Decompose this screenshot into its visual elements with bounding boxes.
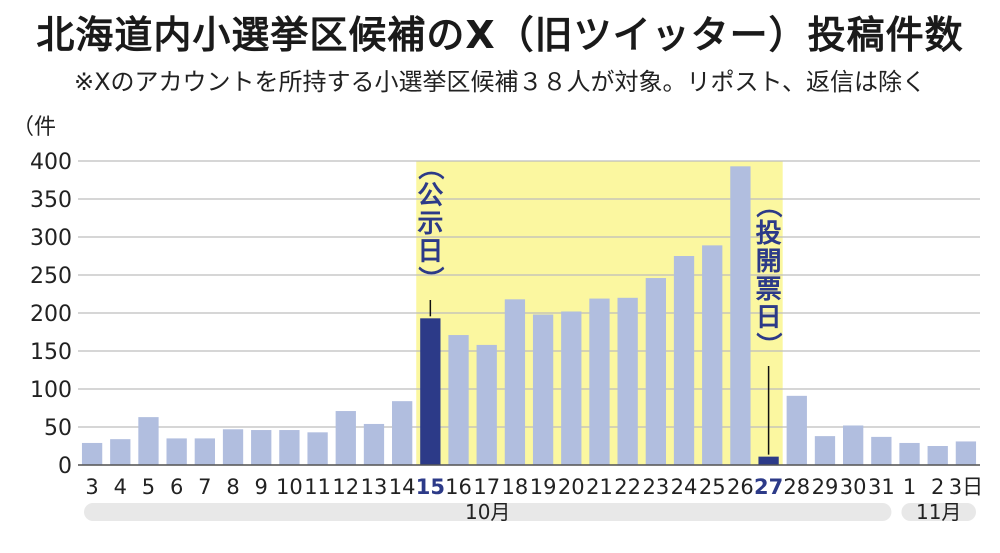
annotation-char: 投 <box>756 219 782 249</box>
x-tick-label: 3日 <box>949 475 983 499</box>
annotation-char: 示 <box>417 209 443 239</box>
annotation-char: ） <box>753 332 783 358</box>
y-tick-label: 300 <box>30 226 72 251</box>
x-tick-label: 31 <box>868 475 895 499</box>
x-tick-label: 4 <box>114 475 127 499</box>
bar <box>448 335 469 465</box>
bar <box>617 297 638 465</box>
x-tick-label: 3 <box>85 475 98 499</box>
annotation-char: 開 <box>756 247 782 277</box>
x-tick-label: 1 <box>903 475 916 499</box>
highlight-bar <box>758 456 779 465</box>
x-tick-label: 11 <box>304 475 331 499</box>
y-tick-label: 350 <box>30 188 72 213</box>
x-tick-label: 17 <box>473 475 500 499</box>
x-tick-label: 22 <box>614 475 641 499</box>
bar <box>476 344 497 465</box>
x-tick-label: 23 <box>642 475 669 499</box>
x-tick-label: 30 <box>840 475 867 499</box>
x-tick-label: 6 <box>170 475 183 499</box>
bar <box>927 446 948 465</box>
month-label: 11月 <box>916 500 961 524</box>
x-tick-label: 9 <box>255 475 268 499</box>
bar <box>532 314 554 465</box>
bar <box>81 442 103 465</box>
y-axis-label: （件 <box>12 115 56 140</box>
y-tick-label: 0 <box>58 454 72 479</box>
bar <box>814 436 836 465</box>
bar <box>843 425 864 465</box>
bar <box>871 436 892 465</box>
annotation-char: ） <box>414 266 444 292</box>
bar <box>899 442 920 465</box>
bar <box>335 411 356 465</box>
x-tick-label: 29 <box>812 475 839 499</box>
y-tick-label: 250 <box>30 264 72 289</box>
x-tick-label: 26 <box>727 475 754 499</box>
annotation-char: 日 <box>756 303 782 333</box>
annotation-char: （ <box>414 154 444 180</box>
bar <box>702 245 723 465</box>
month-label: 10月 <box>465 500 510 524</box>
bar <box>504 299 526 465</box>
annotation-label: （公示日） <box>414 154 444 292</box>
x-tick-label: 24 <box>671 475 698 499</box>
x-tick-label: 14 <box>389 475 416 499</box>
highlight-bar <box>420 318 441 465</box>
x-tick-label: 18 <box>502 475 529 499</box>
bar <box>589 298 610 465</box>
bar <box>392 401 413 465</box>
x-tick-label: 25 <box>699 475 726 499</box>
bar <box>138 417 159 465</box>
annotation-char: （ <box>753 192 783 218</box>
bar <box>166 438 187 465</box>
y-tick-label: 150 <box>30 340 72 365</box>
x-tick-label: 27 <box>754 475 783 499</box>
chart-subtitle: ※Xのアカウントを所持する小選挙区候補３８人が対象。リポスト、返信は除く <box>73 68 927 96</box>
y-tick-label: 100 <box>30 378 72 403</box>
month-band <box>901 503 976 521</box>
x-tick-label: 15 <box>416 475 445 499</box>
bar <box>251 430 272 465</box>
bar <box>730 166 751 465</box>
x-tick-label: 7 <box>198 475 211 499</box>
month-band <box>84 503 892 521</box>
x-tick-label: 8 <box>226 475 239 499</box>
x-tick-label: 2 <box>931 475 944 499</box>
bar <box>110 439 131 465</box>
x-tick-label: 16 <box>445 475 472 499</box>
bar <box>363 423 385 465</box>
bar <box>645 278 666 465</box>
annotation-char: 日 <box>417 237 443 267</box>
x-tick-label: 19 <box>530 475 557 499</box>
bar <box>955 441 977 465</box>
bar <box>194 438 215 465</box>
annotation-char: 公 <box>417 181 443 211</box>
x-tick-label: 13 <box>361 475 388 499</box>
x-tick-label: 20 <box>558 475 585 499</box>
y-tick-label: 400 <box>30 150 72 175</box>
bar <box>307 432 328 465</box>
y-tick-label: 50 <box>44 416 72 441</box>
x-tick-label: 5 <box>142 475 155 499</box>
annotation-char: 票 <box>756 275 782 305</box>
chart-title: 北海道内小選挙区候補のX（旧ツイッター）投稿件数 <box>36 13 964 57</box>
bar <box>673 256 695 465</box>
bar <box>222 429 244 465</box>
x-tick-label: 28 <box>783 475 810 499</box>
x-tick-label: 21 <box>586 475 613 499</box>
x-tick-label: 12 <box>332 475 359 499</box>
bar <box>279 430 300 465</box>
bar <box>786 395 807 465</box>
x-tick-label: 10 <box>276 475 303 499</box>
bar <box>561 311 582 465</box>
y-tick-label: 200 <box>30 302 72 327</box>
